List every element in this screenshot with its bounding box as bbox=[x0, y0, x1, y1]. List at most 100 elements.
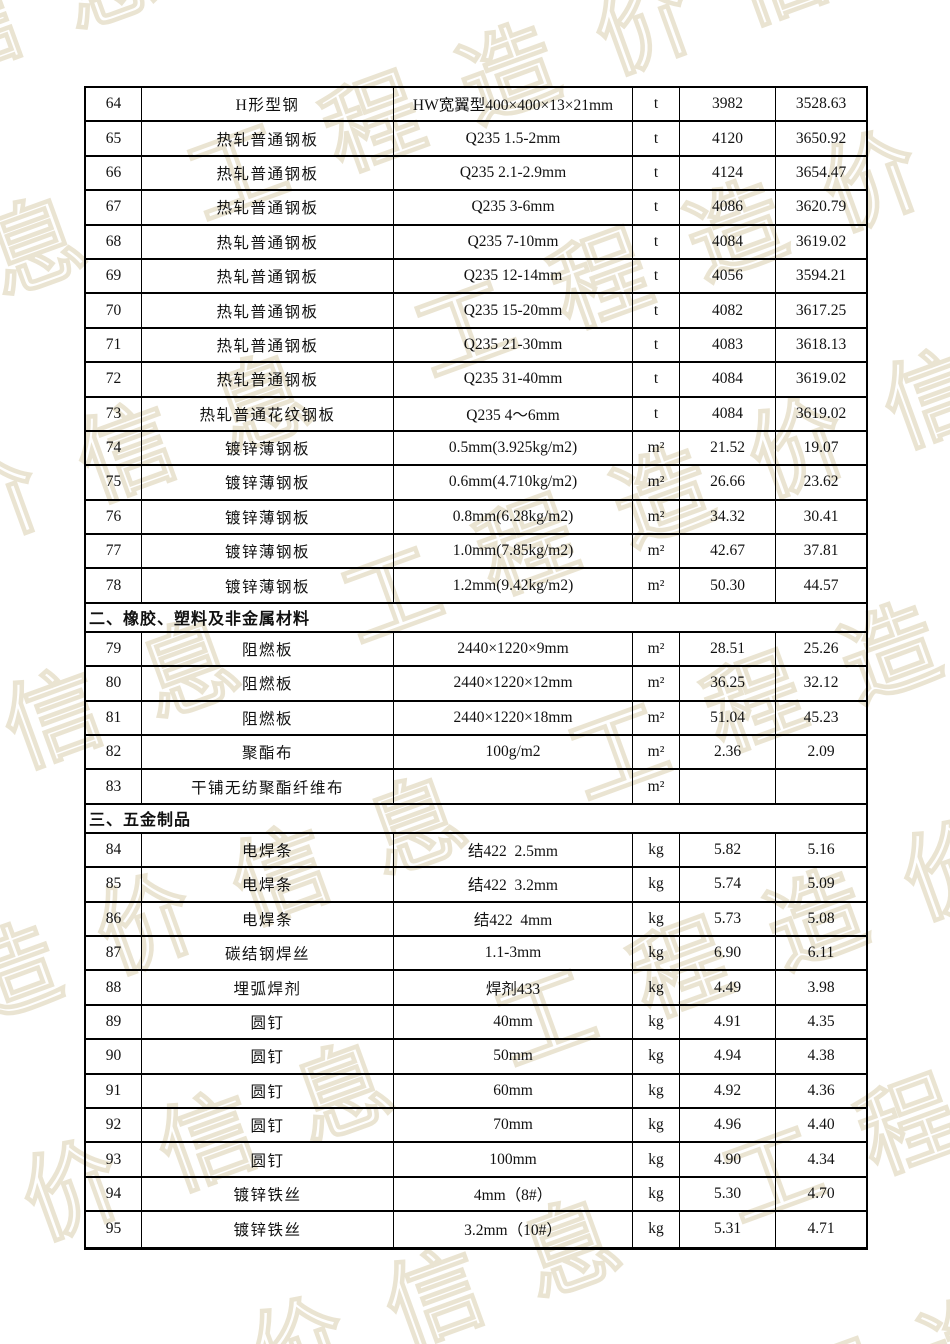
table-row: 82 聚酯布 100g/m2 m² 2.36 2.09 bbox=[86, 736, 866, 771]
cell-specification: Q235 12-14mm bbox=[394, 259, 633, 293]
cell-specification: 结422 4mm bbox=[394, 902, 633, 935]
cell-material-name: 镀锌薄钢板 bbox=[142, 535, 394, 568]
table-row: 90 圆钉 50mm kg 4.94 4.38 bbox=[86, 1040, 866, 1075]
cell-specification: 2440×1220×12mm bbox=[394, 667, 633, 700]
cell-price-2: 3619.02 bbox=[795, 370, 847, 388]
price-table: 64 H形型钢 HW宽翼型400×400×13×21mm t 3982 3528.63 65… bbox=[84, 86, 868, 1250]
cell-price-1: 4124 bbox=[680, 156, 776, 190]
cell-unit: t bbox=[633, 88, 680, 121]
cell-material-name: 电焊条 bbox=[142, 868, 394, 901]
cell-serial-number: 85 bbox=[86, 868, 142, 901]
cell-specification: Q235 1.5-2mm bbox=[394, 122, 633, 155]
cell-price-2 bbox=[776, 770, 866, 802]
cell-serial-number: 68 bbox=[86, 225, 142, 258]
cell-material-name: 热轧普通钢板 bbox=[142, 294, 394, 327]
cell-unit: t bbox=[633, 363, 680, 396]
cell-specification: Q235 7-10mm bbox=[394, 225, 633, 258]
table-row: 93 圆钉 100mm kg 4.90 4.34 bbox=[86, 1143, 866, 1178]
table-row: 64 H形型钢 HW宽翼型400×400×13×21mm t 3982 3528.63 bbox=[86, 88, 866, 123]
cell-price-1: 5.74 bbox=[680, 868, 776, 901]
cell-specification: 70mm bbox=[394, 1108, 633, 1142]
cell-material-name: 干铺无纺聚酯纤维布 bbox=[142, 770, 394, 803]
cell-material-name: 圆钉 bbox=[142, 1040, 394, 1073]
cell-price-1: 4056 bbox=[680, 259, 776, 293]
cell-specification: 60mm bbox=[394, 1074, 633, 1107]
cell-material-name: 电焊条 bbox=[142, 833, 394, 867]
cell-serial-number: 93 bbox=[86, 1143, 142, 1176]
cell-price-1: 5.82 bbox=[680, 833, 776, 867]
cell-serial-number: 78 bbox=[86, 569, 142, 602]
cell-specification bbox=[394, 770, 633, 803]
cell-unit: t bbox=[633, 122, 680, 155]
cell-specification: Q235 15-20mm bbox=[394, 294, 633, 327]
cell-price-2: 2.09 bbox=[807, 743, 835, 761]
cell-price-1: 5.73 bbox=[680, 902, 776, 935]
table-row: 80 阻燃板 2440×1220×12mm m² 36.25 32.12 bbox=[86, 667, 866, 702]
cell-serial-number: 64 bbox=[86, 88, 142, 121]
cell-serial-number: 74 bbox=[86, 431, 142, 465]
cell-material-name: 镀锌铁丝 bbox=[142, 1212, 394, 1247]
cell-material-name: 热轧普通钢板 bbox=[142, 225, 394, 258]
cell-material-name: 热轧普通钢板 bbox=[142, 328, 394, 362]
table-row: 95 镀锌铁丝 3.2mm（10#） kg 5.31 4.71 bbox=[86, 1212, 866, 1247]
cell-specification: 0.5mm(3.925kg/m2) bbox=[394, 431, 633, 465]
cell-material-name: 碳结钢焊丝 bbox=[142, 936, 394, 970]
cell-price-1: 36.25 bbox=[680, 667, 776, 700]
cell-specification: 0.8mm(6.28kg/m2) bbox=[394, 500, 633, 534]
cell-serial-number: 76 bbox=[86, 500, 142, 534]
cell-material-name: 圆钉 bbox=[142, 1074, 394, 1107]
cell-material-name: 镀锌铁丝 bbox=[142, 1177, 394, 1211]
cell-price-1: 4084 bbox=[680, 397, 776, 430]
cell-price-1: 34.32 bbox=[680, 500, 776, 534]
cell-price-1: 2.36 bbox=[680, 736, 776, 769]
cell-material-name: 电焊条 bbox=[142, 902, 394, 935]
table-row: 94 镀锌铁丝 4mm（8#） kg 5.30 4.70 bbox=[86, 1177, 866, 1213]
cell-price-2: 3594.21 bbox=[795, 267, 847, 285]
cell-price-2: 3650.92 bbox=[795, 129, 847, 147]
cell-specification: 结422 2.5mm bbox=[394, 833, 633, 867]
cell-unit: kg bbox=[633, 971, 680, 1004]
cell-material-name: 埋弧焊剂 bbox=[142, 971, 394, 1004]
cell-price-1: 4083 bbox=[680, 328, 776, 362]
cell-unit: kg bbox=[633, 1040, 680, 1073]
table-row: 66 热轧普通钢板 Q235 2.1-2.9mm t 4124 3654.47 bbox=[86, 156, 866, 192]
cell-unit: m² bbox=[633, 569, 680, 602]
cell-material-name: 热轧普通钢板 bbox=[142, 259, 394, 293]
cell-price-1: 4.92 bbox=[680, 1074, 776, 1107]
cell-specification: 50mm bbox=[394, 1040, 633, 1073]
cell-serial-number: 80 bbox=[86, 667, 142, 700]
cell-price-2: 32.12 bbox=[803, 674, 839, 692]
cell-serial-number: 75 bbox=[86, 466, 142, 499]
section-header: 二、橡胶、塑料及非金属材料 bbox=[86, 604, 866, 633]
cell-material-name: 镀锌薄钢板 bbox=[142, 500, 394, 534]
cell-price-2: 3619.02 bbox=[795, 232, 847, 250]
cell-unit: m² bbox=[633, 632, 680, 666]
cell-price-2: 4.40 bbox=[807, 1116, 835, 1134]
cell-price-1: 26.66 bbox=[680, 466, 776, 499]
cell-material-name: 阻燃板 bbox=[142, 667, 394, 700]
cell-material-name: 圆钉 bbox=[142, 1005, 394, 1039]
table-row: 83 干铺无纺聚酯纤维布 m² bbox=[86, 770, 866, 805]
table-row: 75 镀锌薄钢板 0.6mm(4.710kg/m2) m² 26.66 23.62 bbox=[86, 466, 866, 501]
cell-price-1: 4082 bbox=[680, 294, 776, 327]
cell-unit: kg bbox=[633, 902, 680, 935]
cell-serial-number: 69 bbox=[86, 259, 142, 293]
cell-unit: t bbox=[633, 397, 680, 430]
cell-price-2: 3620.79 bbox=[795, 198, 847, 216]
table-row: 65 热轧普通钢板 Q235 1.5-2mm t 4120 3650.92 bbox=[86, 122, 866, 157]
cell-serial-number: 95 bbox=[86, 1212, 142, 1247]
cell-price-1: 3982 bbox=[680, 88, 776, 121]
cell-specification: 1.0mm(7.85kg/m2) bbox=[394, 535, 633, 568]
cell-price-2: 4.71 bbox=[807, 1220, 835, 1238]
table-row: 81 阻燃板 2440×1220×18mm m² 51.04 45.23 bbox=[86, 701, 866, 737]
cell-material-name: H形型钢 bbox=[142, 88, 394, 121]
cell-price-1: 4.91 bbox=[680, 1005, 776, 1039]
cell-material-name: 镀锌薄钢板 bbox=[142, 466, 394, 499]
cell-material-name: 镀锌薄钢板 bbox=[142, 569, 394, 602]
cell-unit: m² bbox=[633, 770, 680, 803]
table-row: 92 圆钉 70mm kg 4.96 4.40 bbox=[86, 1108, 866, 1144]
cell-material-name: 热轧普通钢板 bbox=[142, 363, 394, 396]
cell-price-1 bbox=[680, 770, 776, 803]
cell-serial-number: 71 bbox=[86, 328, 142, 362]
cell-price-2: 30.41 bbox=[803, 507, 839, 525]
